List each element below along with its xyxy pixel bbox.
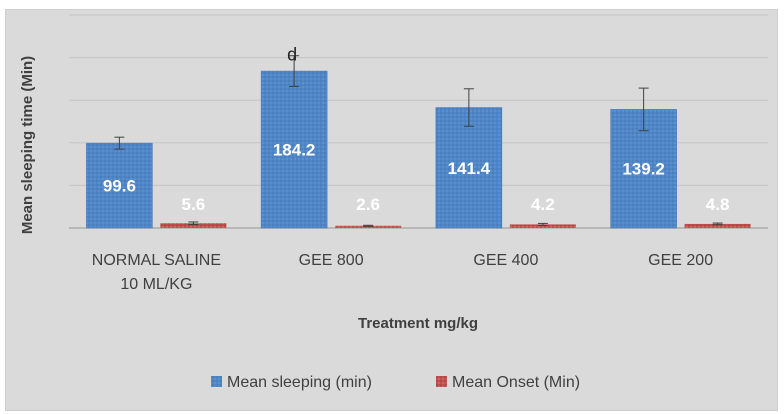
data-label-mean-onset: 4.2 bbox=[531, 195, 555, 214]
data-label-mean-onset: 4.8 bbox=[706, 195, 730, 214]
error-bar bbox=[537, 222, 548, 226]
legend-swatch-mean-onset bbox=[436, 376, 447, 387]
bar-mean-sleeping bbox=[260, 70, 328, 229]
bar-chart: 99.6 5.6 184.2 2.6 141.4 4.2 139.2 4.8 d NORMAL … bbox=[19, 14, 768, 391]
legend-label-mean-sleeping: Mean sleeping (min) bbox=[227, 374, 372, 391]
data-label-mean-sleeping: 184.2 bbox=[273, 141, 316, 160]
legend-label-mean-onset: Mean Onset (Min) bbox=[452, 374, 580, 391]
bar-mean-sleeping bbox=[86, 142, 153, 229]
bar-mean-onset bbox=[684, 223, 751, 228]
x-tick-label: 10 ML/KG bbox=[120, 276, 192, 293]
bar-mean-sleeping bbox=[435, 107, 503, 229]
error-bar bbox=[114, 136, 125, 150]
data-label-mean-sleeping: 99.6 bbox=[103, 177, 136, 196]
x-tick-label: GEE 800 bbox=[299, 252, 364, 269]
x-tick-labels: NORMAL SALINE 10 ML/KG GEE 800 GEE 400 GEE 2… bbox=[92, 252, 713, 293]
data-label-mean-sleeping: 141.4 bbox=[448, 159, 491, 178]
bar-mean-onset bbox=[160, 223, 227, 228]
x-tick-label: NORMAL SALINE bbox=[92, 252, 221, 269]
data-label-mean-sleeping: 139.2 bbox=[622, 160, 665, 179]
error-bar bbox=[638, 87, 649, 132]
data-label-mean-onset: 5.6 bbox=[182, 195, 206, 214]
error-bar bbox=[363, 224, 374, 227]
error-bar bbox=[188, 221, 199, 226]
x-tick-label: GEE 200 bbox=[648, 252, 713, 269]
bar-mean-onset bbox=[509, 224, 576, 228]
error-bar bbox=[289, 55, 300, 87]
bar-mean-onset bbox=[335, 225, 402, 228]
data-label-mean-onset: 2.6 bbox=[356, 195, 380, 214]
x-axis-title: Treatment mg/kg bbox=[358, 315, 478, 332]
significance-annotation: d bbox=[287, 45, 297, 65]
data-labels: 99.6 5.6 184.2 2.6 141.4 4.2 139.2 4.8 d bbox=[103, 45, 730, 214]
chart-frame: 99.6 5.6 184.2 2.6 141.4 4.2 139.2 4.8 d NORMAL … bbox=[5, 9, 778, 411]
x-tick-label: GEE 400 bbox=[473, 252, 538, 269]
bars bbox=[86, 55, 751, 229]
legend-swatch-mean-sleeping bbox=[211, 376, 222, 387]
y-axis-title: Mean sleeping time (Min) bbox=[19, 56, 36, 234]
legend: Mean sleeping (min) Mean Onset (Min) bbox=[211, 374, 580, 391]
error-bar bbox=[712, 222, 723, 226]
error-bar bbox=[463, 88, 474, 127]
